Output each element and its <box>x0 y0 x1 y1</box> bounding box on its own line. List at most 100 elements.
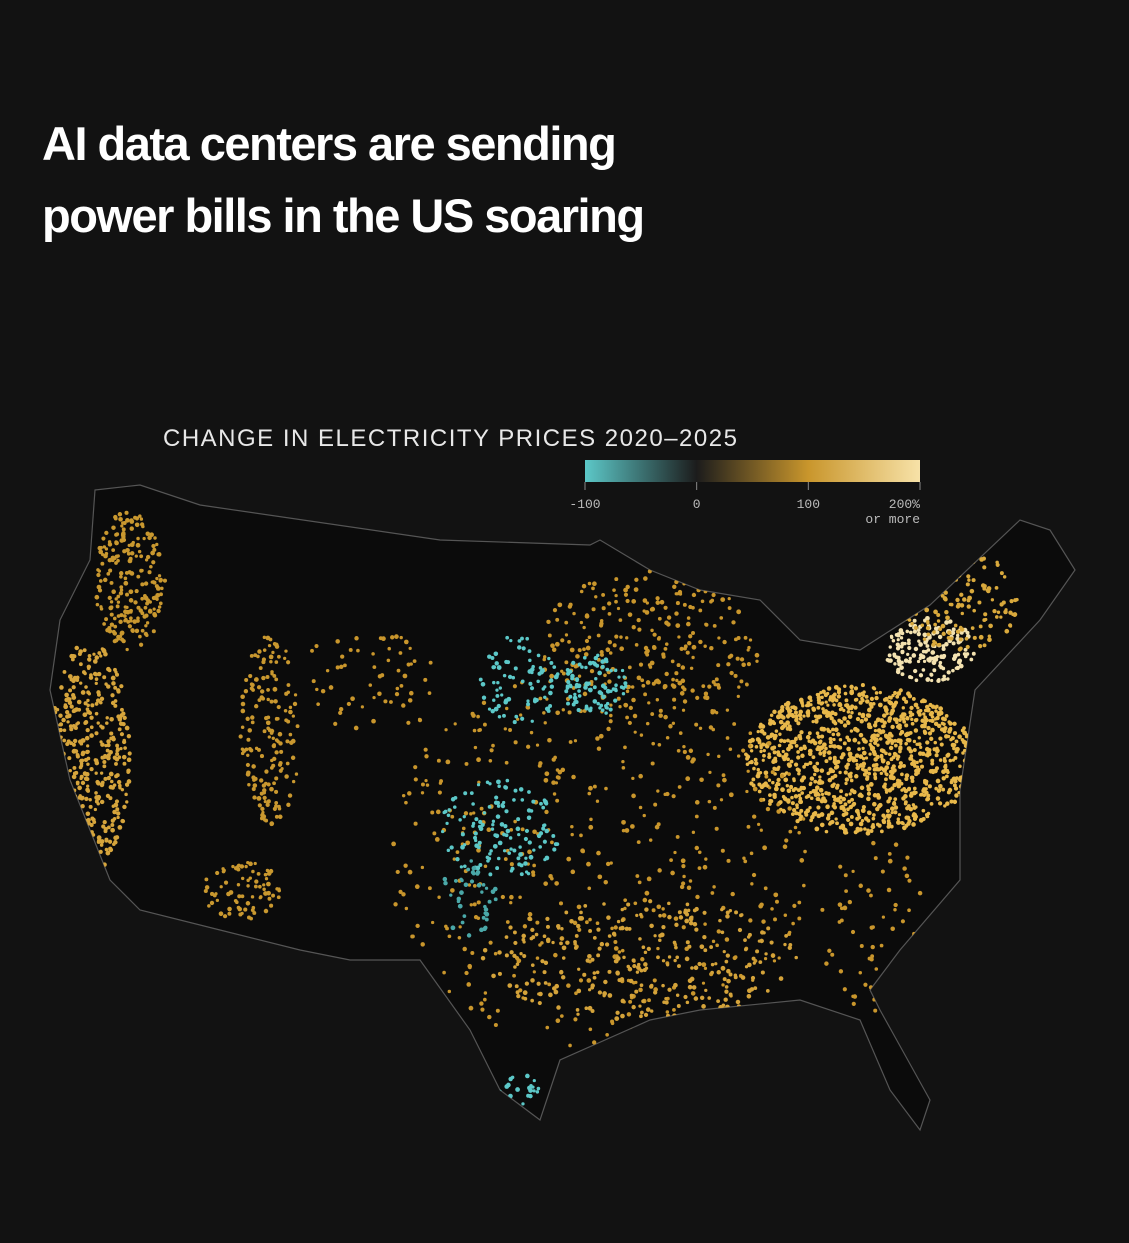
map-dot <box>277 654 281 659</box>
map-dot <box>892 652 897 657</box>
map-dot <box>114 532 119 537</box>
map-dot <box>567 640 571 644</box>
map-dot <box>938 758 943 762</box>
map-dot <box>938 663 942 668</box>
map-dot <box>728 972 733 977</box>
map-dot <box>263 800 267 804</box>
map-dot <box>102 764 107 769</box>
map-dot <box>526 871 531 876</box>
map-dot <box>513 819 517 824</box>
map-dot <box>670 870 675 876</box>
map-dot <box>648 665 653 669</box>
map-dot <box>913 702 919 708</box>
map-dot <box>266 881 271 887</box>
map-dot <box>710 962 715 967</box>
map-dot <box>598 623 604 628</box>
map-dot <box>719 798 724 802</box>
map-dot <box>872 793 878 798</box>
map-dot <box>834 698 839 703</box>
map-dot <box>604 786 608 791</box>
map-dot <box>637 880 642 885</box>
map-dot <box>858 970 862 975</box>
map-dot <box>134 628 140 634</box>
map-dot <box>555 1018 561 1023</box>
map-dot <box>472 811 476 815</box>
map-dot <box>790 712 795 718</box>
map-dot <box>613 698 618 703</box>
map-dot <box>900 649 905 654</box>
map-dot <box>904 773 910 778</box>
map-dot <box>520 716 525 721</box>
map-dot <box>460 832 465 837</box>
map-dot <box>124 510 129 515</box>
map-dot <box>893 797 898 802</box>
map-dot <box>924 746 930 752</box>
map-dot <box>826 750 832 755</box>
map-dot <box>614 1016 620 1021</box>
map-dot <box>499 822 505 827</box>
map-dot <box>488 782 492 786</box>
map-dot <box>671 721 676 725</box>
map-dot <box>522 924 528 929</box>
map-dot <box>716 970 721 975</box>
map-dot <box>274 660 279 664</box>
map-dot <box>842 987 847 992</box>
map-dot <box>120 787 125 792</box>
map-dot <box>778 719 784 725</box>
map-dot <box>896 724 900 729</box>
map-dot <box>772 792 777 798</box>
map-dot <box>966 574 971 579</box>
map-dot <box>885 772 889 777</box>
map-dot <box>617 950 622 954</box>
map-dot <box>497 784 501 788</box>
map-dot <box>954 793 959 798</box>
map-dot <box>654 824 660 830</box>
map-dot <box>138 514 142 518</box>
map-dot <box>859 944 864 948</box>
map-dot <box>488 759 493 763</box>
map-dot <box>944 609 949 615</box>
map-dot <box>882 784 887 789</box>
map-dot <box>690 991 696 996</box>
map-dot <box>646 946 651 952</box>
map-dot <box>839 789 843 794</box>
map-dot <box>98 849 103 854</box>
map-dot <box>505 828 511 834</box>
map-dot <box>228 890 234 895</box>
map-dot <box>773 892 779 898</box>
map-dot <box>881 813 886 818</box>
map-dot <box>751 956 756 961</box>
map-dot <box>290 738 296 744</box>
map-dot <box>872 767 877 772</box>
map-dot <box>475 869 481 875</box>
map-dot <box>547 982 552 987</box>
map-dot <box>368 683 373 687</box>
map-dot <box>873 856 878 861</box>
map-dot <box>837 718 842 723</box>
map-dot <box>866 888 871 893</box>
map-dot <box>876 743 880 747</box>
map-dot <box>97 651 102 655</box>
map-dot <box>932 630 936 634</box>
map-dot <box>824 961 829 966</box>
map-dot <box>560 669 564 673</box>
map-dot <box>935 778 941 784</box>
map-dot <box>516 817 521 822</box>
map-dot <box>698 726 703 730</box>
map-dot <box>244 677 249 683</box>
map-dot <box>266 802 270 806</box>
map-dot <box>543 655 547 659</box>
map-dot <box>623 898 628 903</box>
map-dot <box>786 738 790 743</box>
map-dot <box>245 716 250 721</box>
map-dot <box>717 636 721 640</box>
map-dot <box>491 743 495 748</box>
map-dot <box>685 776 691 782</box>
map-dot <box>908 793 914 798</box>
map-dot <box>671 677 675 682</box>
map-dot <box>672 1007 676 1012</box>
map-dot <box>609 668 613 673</box>
map-dot <box>617 675 621 679</box>
map-dot <box>515 826 521 832</box>
map-dot <box>112 809 117 815</box>
